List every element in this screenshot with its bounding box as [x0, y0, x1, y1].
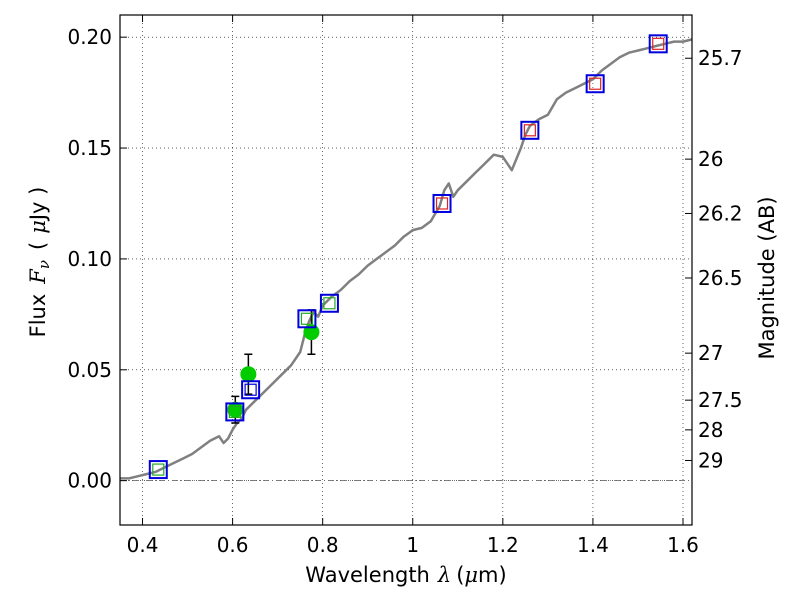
y-tick-label: 0.20	[67, 25, 112, 49]
model-point-inner	[652, 37, 665, 50]
model-point	[520, 120, 540, 140]
model-point-inner	[523, 124, 536, 137]
y-tick-label: 0.15	[67, 136, 112, 160]
template-spectrum-line	[120, 38, 693, 480]
y-axis-label: Flux Fν ( μJy )	[26, 187, 53, 338]
model-point-inner	[589, 77, 602, 90]
x-axis-label-unit-rest: m)	[478, 563, 507, 587]
x-tick-label: 0.6	[217, 533, 249, 557]
magnitude-tick-label: 29	[698, 448, 723, 472]
magnitude-axis-ticks: 25.7 26 26.2 26.5 27 27.5 28 29	[685, 46, 743, 472]
model-point-inner	[228, 405, 241, 419]
magnitude-tick-label: 26	[698, 147, 723, 171]
y-axis-label-unit-rest: Jy )	[26, 187, 50, 223]
y-tick-label: 0.10	[67, 247, 112, 271]
model-point-inner	[244, 383, 257, 396]
magnitude-tick-label: 26.5	[698, 266, 743, 290]
model-point-inner	[152, 463, 165, 476]
x-tick-label: 0.8	[307, 533, 339, 557]
plot-frame	[119, 14, 693, 526]
model-point	[225, 402, 245, 422]
model-point	[585, 74, 605, 94]
right-axis-label: Magnitude (AB)	[755, 196, 779, 359]
model-point-inner	[300, 312, 314, 325]
model-point-inner	[435, 197, 449, 210]
y-axis-label-unit-open: (	[26, 242, 50, 250]
x-axis-label: Wavelength λ (μm)	[305, 563, 506, 587]
y-axis-label-unit-mu: μ	[26, 220, 50, 234]
model-point	[319, 293, 339, 313]
x-axis-label-symbol: λ	[437, 563, 451, 587]
x-tick-label: 0.4	[127, 533, 159, 557]
magnitude-tick-label: 28	[698, 418, 723, 442]
x-axis-label-unit-open: (	[456, 563, 464, 587]
x-tick-label: 1.4	[577, 533, 609, 557]
x-axis-label-text: Wavelength	[305, 563, 430, 587]
magnitude-tick-label: 26.2	[698, 201, 743, 225]
y-axis-label-subscript: ν	[35, 260, 53, 269]
y-tick-label: 0.00	[67, 469, 112, 493]
y-axis-ticks: 0.00 0.05 0.10 0.15 0.20	[67, 25, 127, 493]
y-tick-label: 0.05	[67, 358, 112, 382]
magnitude-tick-label: 27.5	[698, 388, 743, 412]
model-point-inner	[323, 297, 336, 310]
magnitude-tick-label: 27	[698, 341, 723, 365]
observed-point	[240, 366, 257, 383]
model-point	[432, 193, 452, 213]
observed-point	[227, 401, 244, 418]
model-point	[148, 460, 168, 480]
x-tick-label: 1	[406, 533, 419, 557]
grid-lines	[120, 15, 692, 525]
model-points	[148, 34, 668, 480]
model-point	[241, 380, 261, 400]
y-axis-label-text: Flux	[26, 294, 50, 338]
x-axis-label-unit-mu: μ	[464, 563, 478, 587]
x-axis-ticks: 0.4 0.6 0.8 1 1.2 1.4 1.6	[127, 15, 699, 557]
model-point	[648, 34, 668, 54]
magnitude-tick-label: 25.7	[698, 46, 743, 70]
x-tick-label: 1.2	[487, 533, 519, 557]
model-point	[297, 309, 317, 329]
plot-area	[120, 34, 693, 480]
x-tick-label: 1.6	[667, 533, 699, 557]
y-axis-label-symbol: F	[26, 268, 50, 285]
